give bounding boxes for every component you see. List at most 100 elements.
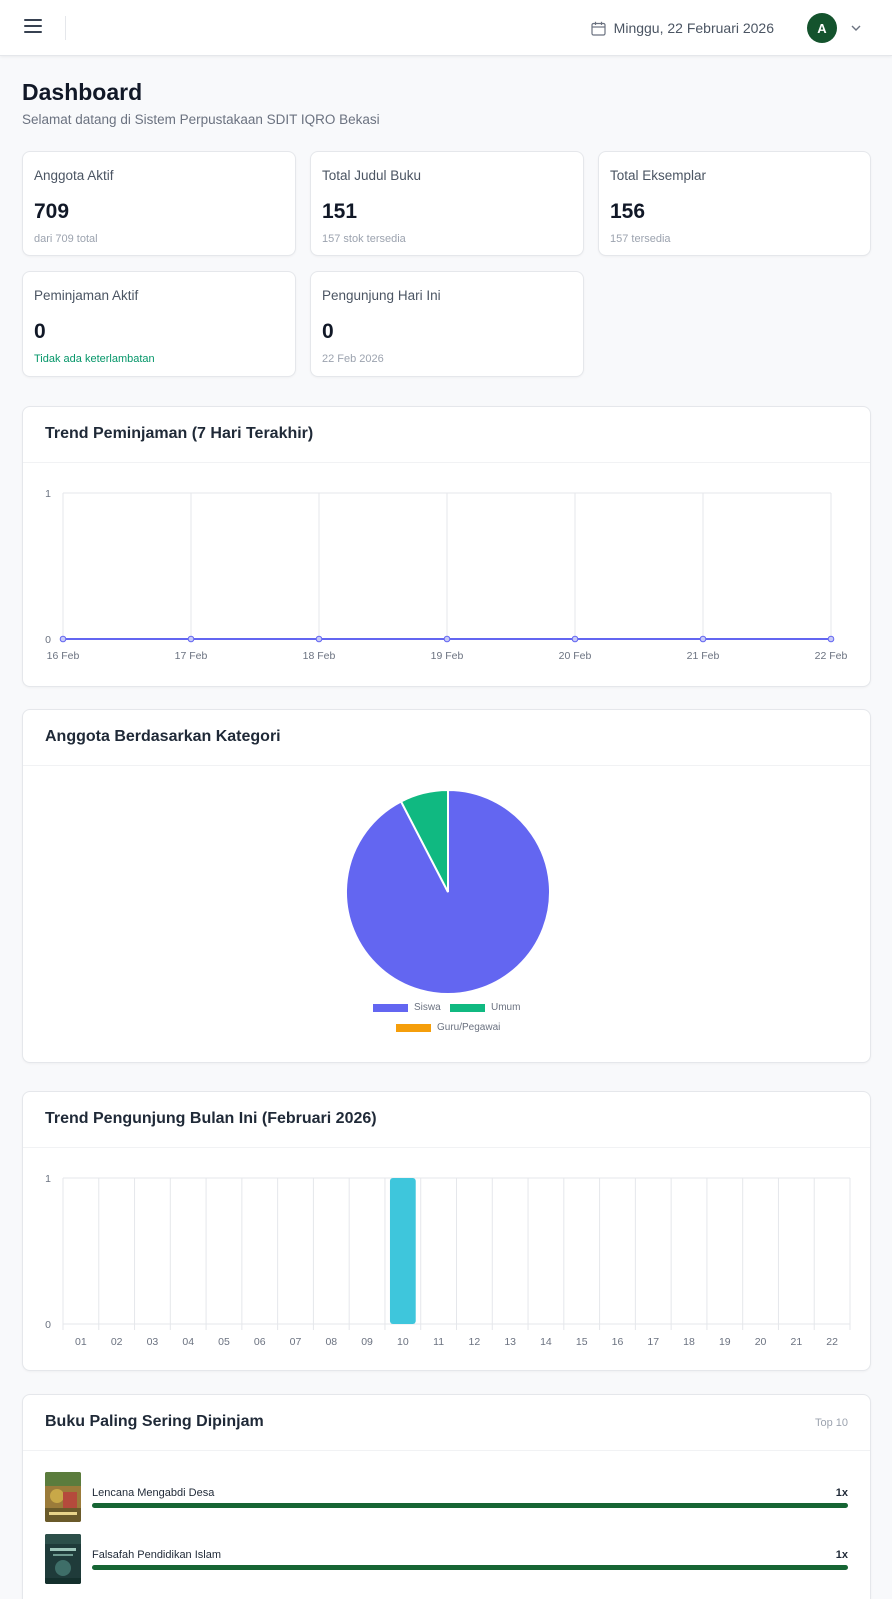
x-tick-label: 05 xyxy=(218,1336,230,1348)
x-tick-label: 15 xyxy=(576,1336,588,1348)
loan-trend-panel: Trend Peminjaman (7 Hari Terakhir) 0 1 16 … xyxy=(22,406,871,687)
stat-label: Pengunjung Hari Ini xyxy=(322,288,441,303)
legend-label: Umum xyxy=(491,1002,521,1013)
x-tick-label: 20 Feb xyxy=(559,650,592,662)
loan-trend-chart: 0 1 16 Feb 17 Feb 18 Feb 19 Feb 20 Feb 21 Feb 22… xyxy=(45,488,848,662)
x-tick-label: 17 Feb xyxy=(175,650,208,662)
x-tick-label: 18 xyxy=(683,1336,695,1348)
stat-sub: Tidak ada keterlambatan xyxy=(34,353,155,365)
y-tick-label: 1 xyxy=(45,488,51,500)
legend-swatch xyxy=(373,1003,408,1012)
x-tick-label: 04 xyxy=(182,1336,194,1348)
data-point xyxy=(59,635,67,643)
stat-value: 0 xyxy=(34,320,46,343)
calendar-icon xyxy=(591,21,606,36)
stat-value: 151 xyxy=(322,200,358,223)
book-progress-bar xyxy=(92,1565,848,1570)
chevron-down-icon[interactable] xyxy=(850,22,862,34)
x-tick-label: 18 Feb xyxy=(303,650,336,662)
x-tick-label: 16 xyxy=(612,1336,624,1348)
panel-divider xyxy=(23,1450,870,1451)
panel-title: Trend Peminjaman (7 Hari Terakhir) xyxy=(45,425,314,442)
x-tick-label: 22 xyxy=(826,1336,838,1348)
pie-slice-umum xyxy=(399,788,449,893)
date-text: Minggu, 22 Februari 2026 xyxy=(613,20,774,36)
stat-card-book-titles: Total Judul Buku 151 157 stok tersedia xyxy=(310,151,584,256)
data-point xyxy=(699,635,707,643)
stat-card-copies: Total Eksemplar 156 157 tersedia xyxy=(598,151,871,256)
stat-card-active-loans: Peminjaman Aktif 0 Tidak ada keterlambat… xyxy=(22,271,296,377)
top-bar: Minggu, 22 Februari 2026 A xyxy=(0,0,892,56)
stat-card-visitors-today: Pengunjung Hari Ini 0 22 Feb 2026 xyxy=(310,271,584,377)
stat-value: 0 xyxy=(322,320,334,343)
hamburger-icon[interactable] xyxy=(24,19,42,35)
stat-sub: dari 709 total xyxy=(34,233,98,245)
book-progress-fill xyxy=(92,1565,848,1570)
x-tick-label: 01 xyxy=(75,1336,87,1348)
legend-item-siswa[interactable]: Siswa xyxy=(373,1002,441,1013)
stat-sub: 157 stok tersedia xyxy=(322,233,406,245)
x-tick-label: 16 Feb xyxy=(47,650,80,662)
avatar[interactable]: A xyxy=(807,13,837,43)
book-row[interactable]: Falsafah Pendidikan Islam 1x xyxy=(45,1534,848,1586)
stat-label: Anggota Aktif xyxy=(34,168,114,183)
stat-value: 709 xyxy=(34,200,70,223)
page-title: Dashboard xyxy=(22,79,143,105)
data-point xyxy=(571,635,579,643)
panel-title: Buku Paling Sering Dipinjam xyxy=(45,1413,264,1430)
x-tick-label: 03 xyxy=(147,1336,159,1348)
panel-divider xyxy=(23,765,870,766)
panel-divider xyxy=(23,1147,870,1148)
page-subtitle: Selamat datang di Sistem Perpustakaan SD… xyxy=(22,112,380,127)
stat-label: Peminjaman Aktif xyxy=(34,288,139,303)
book-cover-image xyxy=(45,1472,81,1522)
data-point xyxy=(443,635,451,643)
book-progress-fill xyxy=(92,1503,848,1508)
x-tick-label: 14 xyxy=(540,1336,552,1348)
stat-sub: 157 tersedia xyxy=(610,233,671,245)
x-tick-label: 20 xyxy=(755,1336,767,1348)
date-display: Minggu, 22 Februari 2026 xyxy=(591,18,774,38)
x-tick-label: 07 xyxy=(290,1336,302,1348)
avatar-initial: A xyxy=(817,20,827,36)
top10-badge: Top 10 xyxy=(814,1417,848,1429)
stat-label: Total Eksemplar xyxy=(610,168,707,183)
data-point xyxy=(315,635,323,643)
x-tick-label: 02 xyxy=(111,1336,123,1348)
legend-label: Guru/Pegawai xyxy=(437,1022,501,1033)
x-tick-label: 19 xyxy=(719,1336,731,1348)
legend-item-umum[interactable]: Umum xyxy=(450,1002,520,1013)
book-progress-bar xyxy=(92,1503,848,1508)
data-point xyxy=(187,635,195,643)
book-title: Lencana Mengabdi Desa xyxy=(92,1487,215,1499)
x-tick-label: 21 Feb xyxy=(687,650,720,662)
stat-value: 156 xyxy=(610,200,646,223)
x-tick-label: 10 xyxy=(397,1336,409,1348)
legend-item-guru-pegawai[interactable]: Guru/Pegawai xyxy=(396,1022,500,1033)
member-category-chart xyxy=(345,788,551,995)
book-row[interactable]: Lencana Mengabdi Desa 1x xyxy=(45,1472,848,1524)
x-tick-label: 13 xyxy=(504,1336,516,1348)
stat-label: Total Judul Buku xyxy=(322,168,422,183)
legend-swatch xyxy=(450,1003,485,1012)
y-tick-label: 0 xyxy=(45,634,51,646)
book-title: Falsafah Pendidikan Islam xyxy=(92,1549,222,1561)
x-tick-label: 17 xyxy=(647,1336,659,1348)
x-tick-label: 21 xyxy=(790,1336,802,1348)
book-count: 1x xyxy=(835,1487,848,1499)
x-tick-label: 22 Feb xyxy=(815,650,848,662)
panel-title: Anggota Berdasarkan Kategori xyxy=(45,728,281,745)
data-point xyxy=(827,635,835,643)
top-books-panel: Buku Paling Sering Dipinjam Top 10 Lenca… xyxy=(22,1394,871,1599)
x-tick-label: 06 xyxy=(254,1336,266,1348)
x-tick-label: 09 xyxy=(361,1336,373,1348)
legend-swatch xyxy=(396,1023,431,1032)
visitor-trend-panel: Trend Pengunjung Bulan Ini (Februari 202… xyxy=(22,1091,871,1371)
stat-card-active-members: Anggota Aktif 709 dari 709 total xyxy=(22,151,296,256)
stat-sub: 22 Feb 2026 xyxy=(322,353,384,365)
book-count: 1x xyxy=(835,1549,848,1561)
x-tick-label: 11 xyxy=(433,1336,444,1348)
member-category-panel: Anggota Berdasarkan Kategori Siswa Umum … xyxy=(22,709,871,1063)
y-tick-label: 0 xyxy=(45,1319,51,1331)
